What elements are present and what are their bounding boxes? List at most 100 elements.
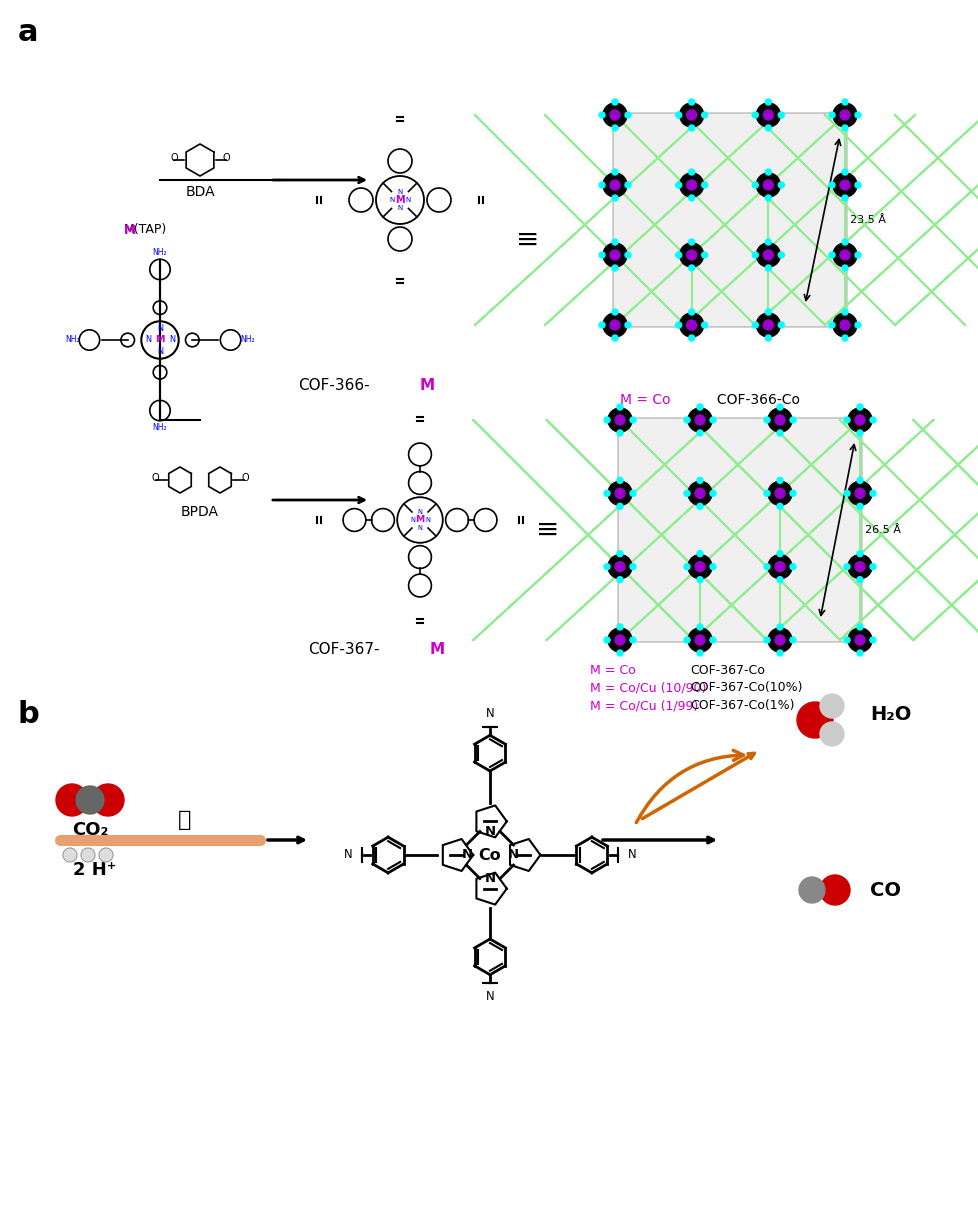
Circle shape [603, 417, 609, 423]
Circle shape [679, 313, 703, 337]
Circle shape [696, 429, 702, 436]
Circle shape [696, 477, 702, 483]
Circle shape [869, 491, 875, 497]
Text: M = Co/Cu (1/99): M = Co/Cu (1/99) [590, 699, 697, 713]
Text: N: N [145, 335, 151, 345]
Text: N: N [424, 517, 429, 523]
Circle shape [777, 404, 782, 410]
Text: M(TAP): M(TAP) [123, 223, 166, 237]
Circle shape [614, 636, 624, 645]
Circle shape [832, 243, 856, 267]
Circle shape [686, 110, 696, 120]
Circle shape [767, 481, 791, 506]
Circle shape [854, 321, 860, 328]
Text: N: N [410, 517, 415, 523]
Circle shape [675, 182, 681, 188]
Circle shape [765, 335, 771, 341]
Circle shape [778, 321, 783, 328]
Circle shape [756, 313, 779, 337]
Circle shape [775, 488, 784, 498]
Circle shape [854, 636, 865, 645]
Circle shape [63, 848, 77, 863]
Text: ≡: ≡ [515, 226, 539, 254]
Circle shape [688, 481, 711, 506]
Circle shape [607, 555, 632, 579]
Circle shape [778, 252, 783, 258]
Circle shape [686, 320, 696, 330]
Circle shape [756, 103, 779, 128]
Circle shape [92, 784, 124, 816]
Circle shape [828, 182, 834, 188]
Text: N: N [461, 849, 472, 861]
Text: M: M [156, 335, 164, 345]
Circle shape [607, 628, 632, 652]
Circle shape [607, 409, 632, 432]
Text: N: N [627, 849, 636, 861]
Text: M: M [395, 195, 404, 205]
Circle shape [616, 650, 622, 656]
Circle shape [701, 252, 707, 258]
Circle shape [856, 650, 863, 656]
Circle shape [832, 103, 856, 128]
Circle shape [841, 99, 847, 106]
Text: N: N [485, 990, 494, 1004]
Text: 26.5 Å: 26.5 Å [865, 525, 900, 535]
Circle shape [839, 110, 849, 120]
Circle shape [696, 551, 702, 557]
Circle shape [841, 265, 847, 271]
Text: BPDA: BPDA [181, 506, 219, 519]
Circle shape [847, 409, 871, 432]
Text: COF-367-Co(1%): COF-367-Co(1%) [689, 699, 794, 713]
Text: N: N [405, 198, 410, 202]
Circle shape [841, 195, 847, 201]
Text: Co: Co [478, 848, 501, 863]
Circle shape [828, 321, 834, 328]
Circle shape [611, 239, 617, 245]
Circle shape [789, 491, 795, 497]
Text: M = Co: M = Co [590, 664, 635, 676]
Circle shape [701, 112, 707, 118]
Circle shape [630, 491, 636, 497]
Circle shape [609, 250, 619, 260]
Text: N: N [484, 871, 495, 885]
Circle shape [684, 563, 689, 569]
Circle shape [614, 562, 624, 572]
Circle shape [854, 182, 860, 188]
Circle shape [614, 415, 624, 425]
Circle shape [696, 650, 702, 656]
Circle shape [688, 409, 711, 432]
Circle shape [696, 625, 702, 629]
Text: COF-367-Co: COF-367-Co [689, 664, 764, 676]
Circle shape [763, 563, 770, 569]
Circle shape [854, 415, 865, 425]
Text: CO: CO [869, 881, 900, 899]
Circle shape [611, 169, 617, 175]
Circle shape [767, 555, 791, 579]
Circle shape [675, 321, 681, 328]
Circle shape [694, 636, 704, 645]
Circle shape [688, 628, 711, 652]
Text: M = Co: M = Co [619, 393, 670, 407]
Circle shape [599, 182, 604, 188]
Text: 23.5 Å: 23.5 Å [849, 215, 885, 225]
Circle shape [777, 429, 782, 436]
Circle shape [778, 112, 783, 118]
Circle shape [841, 309, 847, 315]
Circle shape [56, 784, 88, 816]
Circle shape [839, 250, 849, 260]
Circle shape [624, 112, 631, 118]
FancyArrowPatch shape [636, 751, 742, 822]
Text: N: N [484, 826, 495, 838]
Text: M = Co/Cu (10/90): M = Co/Cu (10/90) [590, 681, 706, 694]
Circle shape [777, 503, 782, 509]
Circle shape [616, 551, 622, 557]
Text: ≡: ≡ [536, 517, 559, 544]
Circle shape [828, 252, 834, 258]
Circle shape [841, 335, 847, 341]
Text: N: N [156, 347, 163, 356]
Circle shape [616, 577, 622, 583]
Circle shape [609, 180, 619, 190]
Circle shape [688, 335, 694, 341]
Circle shape [616, 429, 622, 436]
Circle shape [820, 875, 849, 906]
